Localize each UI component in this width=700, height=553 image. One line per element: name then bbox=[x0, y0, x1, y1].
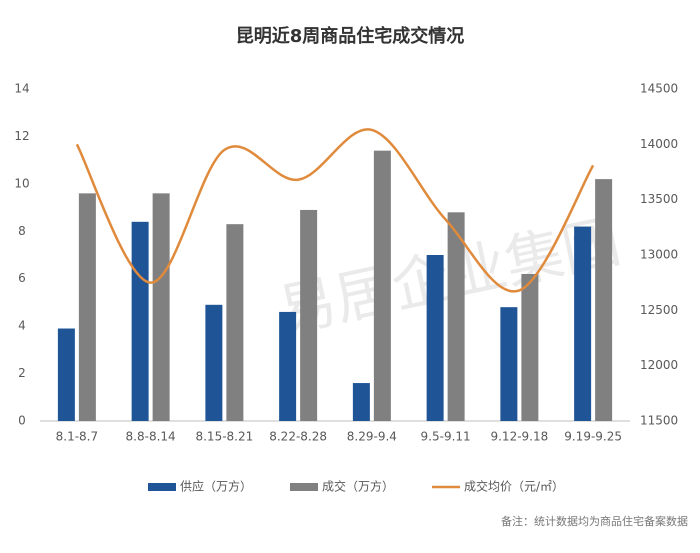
bar bbox=[226, 224, 244, 421]
bar bbox=[595, 179, 613, 421]
y2-tick-label: 12000 bbox=[640, 358, 678, 372]
y2-tick-label: 14000 bbox=[640, 137, 678, 151]
y2-tick-label: 14500 bbox=[640, 82, 678, 96]
y-tick-label: 6 bbox=[18, 271, 26, 285]
x-tick-label: 8.8-8.14 bbox=[126, 430, 176, 444]
x-tick-label: 8.15-8.21 bbox=[195, 430, 253, 444]
y-tick-label: 10 bbox=[14, 176, 29, 190]
x-tick-label: 8.22-8.28 bbox=[269, 430, 327, 444]
bar bbox=[78, 193, 96, 421]
bar bbox=[300, 209, 318, 421]
x-tick-label: 9.19-9.25 bbox=[564, 430, 622, 444]
x-tick-label: 8.1-8.7 bbox=[56, 430, 99, 444]
y-tick-label: 8 bbox=[18, 224, 26, 238]
bar bbox=[57, 328, 75, 421]
y-tick-label: 2 bbox=[18, 366, 26, 380]
bar bbox=[279, 311, 297, 421]
legend-swatch bbox=[148, 483, 176, 491]
bar bbox=[352, 383, 370, 421]
y-tick-label: 4 bbox=[18, 319, 26, 333]
y-tick-label: 0 bbox=[18, 414, 26, 428]
y2-tick-label: 13000 bbox=[640, 248, 678, 262]
legend-label: 成交均价（元/㎡） bbox=[464, 479, 564, 494]
x-tick-label: 8.29-9.4 bbox=[347, 430, 397, 444]
bar bbox=[373, 150, 391, 421]
legend-label: 成交（万方） bbox=[322, 479, 394, 494]
line bbox=[75, 128, 595, 293]
bar bbox=[574, 226, 592, 421]
y2-tick-label: 11500 bbox=[640, 414, 678, 428]
bar bbox=[521, 273, 539, 421]
x-tick-label: 9.12-9.18 bbox=[490, 430, 548, 444]
legend-swatch bbox=[290, 483, 318, 491]
y2-tick-label: 12500 bbox=[640, 303, 678, 317]
bar bbox=[131, 221, 149, 421]
y-tick-label: 14 bbox=[14, 82, 29, 96]
bar bbox=[500, 307, 518, 421]
y-tick-label: 12 bbox=[14, 129, 29, 143]
legend-label: 供应（万方） bbox=[180, 479, 252, 494]
note: 备注：统计数据均为商品住宅备案数据 bbox=[501, 514, 688, 528]
bar bbox=[152, 193, 170, 421]
bar bbox=[447, 212, 465, 421]
chart-title: 昆明近8周商品住宅成交情况 bbox=[236, 25, 465, 47]
y2-tick-label: 13500 bbox=[640, 192, 678, 206]
x-tick-label: 9.5-9.11 bbox=[421, 430, 471, 444]
bar bbox=[426, 255, 444, 421]
bar bbox=[205, 304, 223, 421]
